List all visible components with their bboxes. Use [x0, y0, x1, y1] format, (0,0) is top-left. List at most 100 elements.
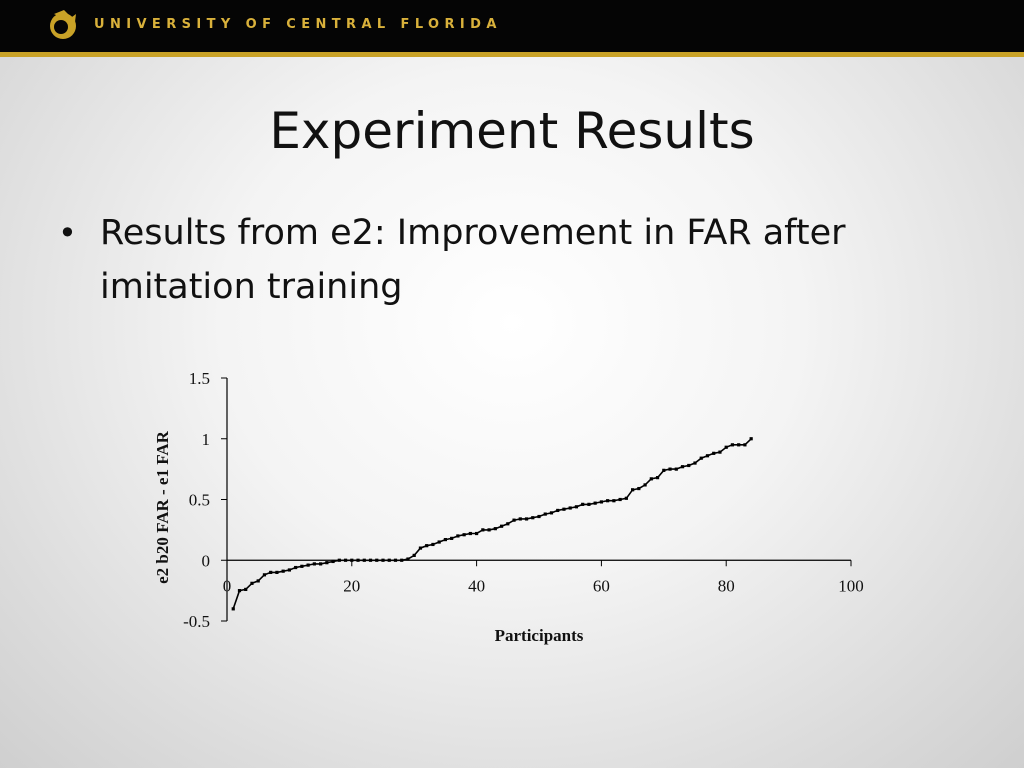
data-point	[487, 528, 491, 532]
data-point	[250, 581, 254, 585]
data-point	[319, 562, 323, 566]
slide-title: Experiment Results	[269, 102, 755, 160]
data-point	[512, 518, 516, 522]
data-point	[456, 534, 460, 538]
data-point	[343, 558, 348, 562]
data-point	[680, 465, 685, 469]
data-point	[749, 437, 753, 441]
data-point	[393, 558, 398, 562]
x-tick-label: 20	[343, 576, 360, 595]
chart-ticks: -0.5 0 0.5 1 1.5 0 20 40 60 80 100	[183, 369, 864, 631]
y-tick-label: 0.5	[189, 491, 210, 510]
data-point	[581, 502, 585, 506]
data-point	[618, 497, 622, 502]
pegasus-icon	[50, 10, 76, 39]
chart-axes	[226, 378, 851, 621]
data-point	[531, 516, 535, 520]
data-point	[281, 569, 285, 573]
data-point	[499, 524, 504, 528]
data-point	[574, 505, 579, 509]
data-point	[674, 467, 678, 471]
data-point	[412, 553, 416, 557]
data-point	[568, 506, 572, 510]
data-point	[312, 562, 316, 566]
data-point	[506, 522, 510, 526]
data-point	[693, 461, 697, 465]
data-point	[737, 443, 741, 447]
data-point	[631, 488, 635, 492]
data-point	[431, 542, 435, 547]
y-axis-title: e2 b20 FAR - e1 FAR	[153, 430, 172, 584]
data-point	[443, 537, 447, 542]
data-point	[718, 450, 722, 454]
data-point	[406, 557, 410, 561]
x-tick-label: 0	[223, 576, 232, 595]
data-point	[730, 443, 735, 447]
y-tick-label: 1.5	[189, 369, 210, 388]
data-point	[649, 477, 653, 481]
chart-series	[231, 437, 753, 611]
data-point	[337, 558, 341, 562]
data-point	[743, 443, 747, 447]
data-point	[350, 558, 354, 562]
data-point	[231, 607, 235, 611]
y-tick-label: 0	[202, 551, 211, 570]
data-point	[705, 454, 710, 458]
bullet-dot-icon: •	[58, 214, 77, 252]
data-point	[481, 528, 485, 532]
data-point	[368, 558, 373, 562]
data-point	[724, 445, 728, 449]
data-point	[425, 544, 429, 548]
data-point	[543, 512, 547, 516]
data-point	[637, 486, 641, 491]
series-line	[232, 438, 752, 610]
data-point	[269, 570, 273, 574]
data-point	[275, 570, 279, 574]
data-point	[325, 561, 329, 565]
data-point	[606, 499, 610, 503]
data-point	[699, 456, 703, 460]
data-point	[612, 499, 616, 503]
data-point	[587, 502, 591, 506]
data-point	[462, 533, 466, 537]
data-point	[362, 558, 366, 562]
y-tick-label: -0.5	[183, 612, 210, 631]
data-point	[400, 558, 404, 562]
data-point	[244, 587, 248, 592]
data-point	[237, 589, 242, 593]
data-point	[331, 559, 335, 564]
data-point	[556, 508, 560, 513]
data-point	[562, 507, 566, 511]
data-point	[375, 558, 379, 562]
data-point	[356, 558, 360, 562]
data-point	[593, 501, 597, 505]
data-point	[624, 496, 628, 500]
data-point	[294, 565, 298, 570]
data-point	[643, 483, 647, 487]
data-point	[475, 531, 479, 536]
data-point	[306, 563, 310, 567]
data-point	[381, 558, 385, 562]
data-point	[437, 540, 441, 544]
x-axis-title: Participants	[495, 626, 584, 645]
data-point	[300, 564, 304, 568]
x-tick-label: 100	[838, 576, 864, 595]
data-point	[256, 579, 260, 583]
data-point	[468, 531, 472, 536]
data-point	[549, 511, 554, 515]
data-point	[524, 517, 529, 521]
data-point	[493, 527, 497, 531]
data-point	[387, 558, 391, 562]
x-tick-label: 60	[593, 576, 610, 595]
header-bar: UNIVERSITY OF CENTRAL FLORIDA	[0, 0, 1024, 57]
data-point	[599, 500, 603, 504]
data-point	[418, 546, 423, 550]
data-point	[662, 468, 666, 472]
x-tick-label: 80	[718, 576, 735, 595]
data-point	[537, 514, 541, 519]
data-point	[450, 536, 454, 540]
data-point	[655, 476, 660, 480]
bullet-text: Results from e2: Improvement in FAR afte…	[100, 213, 846, 307]
data-point	[687, 463, 691, 468]
